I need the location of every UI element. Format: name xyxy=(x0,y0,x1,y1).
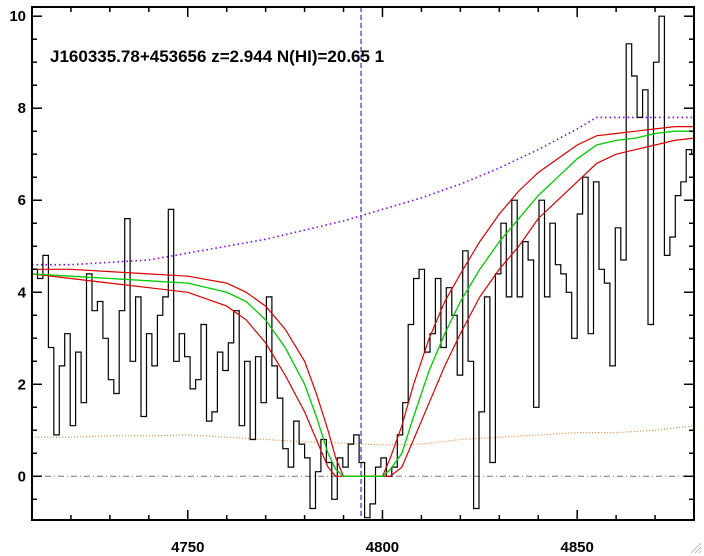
tick-layer: 4750 4800 4850 0 2 4 6 8 10 xyxy=(9,7,695,556)
y-tick-label: 0 xyxy=(18,468,26,485)
chart-title: J160335.78+453656 z=2.944 N(HI)=20.65 1 xyxy=(50,47,384,66)
plot-layer xyxy=(32,7,694,520)
x-tick-label: 4850 xyxy=(560,539,593,556)
y-tick-label: 2 xyxy=(18,376,26,393)
model-upper-bound-line xyxy=(32,125,694,477)
x-tick-label: 4800 xyxy=(366,539,399,556)
y-tick-label: 10 xyxy=(9,8,26,25)
error-spectrum-line xyxy=(32,425,694,446)
y-tick-label: 4 xyxy=(18,284,27,301)
model-lower-bound-line xyxy=(32,137,694,477)
y-tick-label: 6 xyxy=(18,192,26,209)
continuum-line xyxy=(32,116,694,266)
resize-grip-icon[interactable] xyxy=(690,542,702,554)
y-tick-label: 8 xyxy=(18,100,26,117)
observed-spectrum-line xyxy=(32,15,694,519)
plot-area xyxy=(32,7,694,520)
model-fit-line xyxy=(32,130,694,477)
plot-frame xyxy=(31,6,695,521)
x-tick-label: 4750 xyxy=(171,539,204,556)
